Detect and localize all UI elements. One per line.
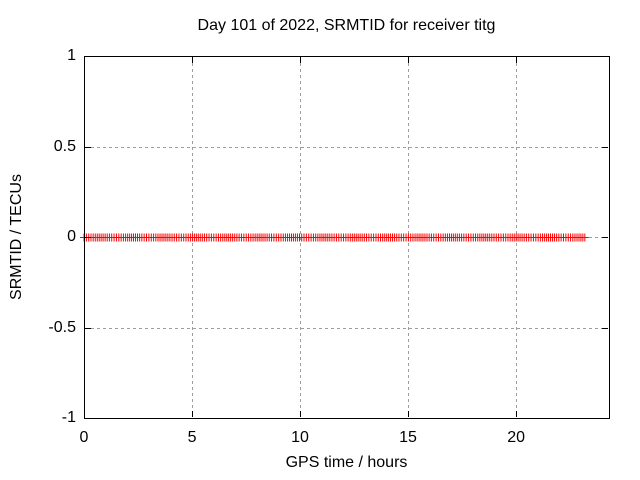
- x-tick-label: 10: [291, 429, 309, 446]
- y-tick-label: 0.5: [53, 137, 76, 155]
- data-series-markers: [80, 233, 589, 242]
- x-tick-label: 15: [399, 429, 417, 446]
- y-tick-label: 1: [67, 47, 76, 64]
- x-tick-label: 0: [79, 429, 89, 446]
- plot-border: [84, 56, 610, 419]
- y-tick-label: -1: [61, 409, 76, 426]
- x-tick-label: 5: [187, 429, 197, 446]
- x-tick-label: 20: [507, 429, 525, 446]
- y-tick-label: -0.5: [48, 318, 76, 336]
- y-tick-label: 0: [67, 228, 76, 245]
- x-axis-label: GPS time / hours: [285, 454, 408, 471]
- chart-title: Day 101 of 2022, SRMTID for receiver tit…: [197, 17, 496, 34]
